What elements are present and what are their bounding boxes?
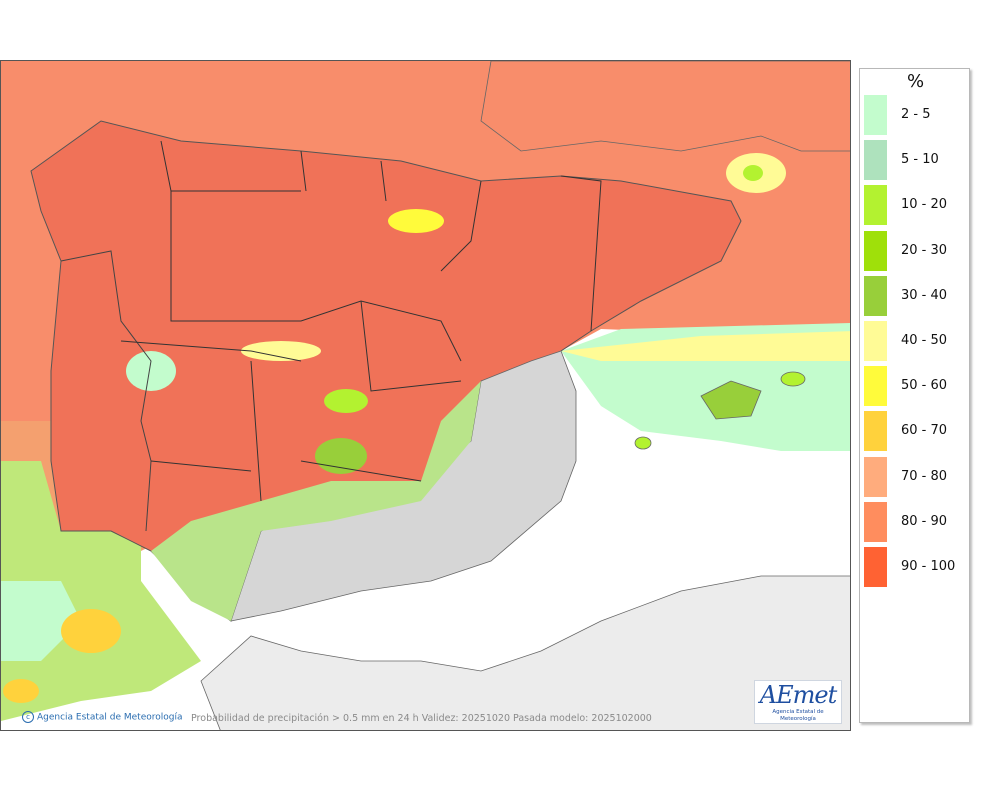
france [480, 61, 850, 152]
mediterranean-yellow-band [561, 331, 850, 361]
legend-item: 70 - 80 [864, 456, 968, 497]
legend-item: 80 - 90 [864, 501, 968, 542]
legend-item: 2 - 5 [864, 95, 968, 135]
legend-item: 50 - 60 [864, 366, 968, 407]
probability-legend: % 2 - 5 5 - 10 10 - 20 20 - 30 30 - 40 40 - 5… [859, 68, 970, 723]
legend-swatch [864, 95, 887, 135]
legend-label: 30 - 40 [901, 287, 948, 303]
legend-item: 10 - 20 [864, 185, 968, 226]
legend-swatch [864, 230, 887, 271]
legend-item: 40 - 50 [864, 321, 968, 361]
central-cell [324, 389, 368, 413]
map-caption: Probabilidad de precipitación > 0.5 mm e… [191, 713, 652, 724]
legend-label: 60 - 70 [901, 423, 948, 439]
legend-item: 90 - 100 [864, 547, 968, 587]
aemet-logo: AEmet Agencia Estatal de Meteorología [754, 680, 842, 724]
legend-swatch [864, 321, 887, 361]
menorca [780, 371, 806, 387]
south-green-band [151, 381, 481, 621]
north-africa [200, 575, 850, 730]
legend-swatch [864, 501, 887, 542]
legend-label: 40 - 50 [901, 333, 948, 348]
west-light-cell [126, 351, 176, 391]
mallorca [700, 380, 762, 420]
legend-item: 30 - 40 [864, 275, 968, 316]
legend-swatch [864, 411, 887, 452]
center-yellow-streak [241, 341, 321, 361]
southwest-sea-cell-small [3, 679, 39, 703]
legend-label: 10 - 20 [901, 197, 948, 213]
ibiza [634, 436, 652, 450]
legend-swatch [864, 275, 887, 316]
legend-label: 50 - 60 [901, 378, 948, 394]
legend-label: 90 - 100 [901, 559, 956, 574]
map-canvas [1, 61, 850, 730]
legend-swatch [864, 456, 887, 497]
region-borders [120, 140, 602, 502]
legend-item: 20 - 30 [864, 230, 968, 271]
southwest-sea-cell [61, 609, 121, 653]
legend-label: 70 - 80 [901, 468, 948, 484]
legend-label: 20 - 30 [901, 242, 948, 258]
legend-item: 60 - 70 [864, 411, 968, 452]
legend-item: 5 - 10 [864, 140, 968, 181]
legend-label: 2 - 5 [901, 107, 931, 122]
legend-swatch [864, 140, 887, 181]
central-south-cell [315, 438, 367, 474]
legend-swatch [864, 185, 887, 226]
aemet-logo-mark: AEmet [759, 681, 837, 709]
legend-unit: % [906, 71, 925, 92]
precipitation-probability-map [0, 60, 851, 731]
southwest-green-zone [1, 461, 201, 721]
agency-credit-text: Agencia Estatal de Meteorología [37, 712, 183, 723]
northeast-sea-cell-core [743, 165, 763, 181]
legend-swatch [864, 547, 887, 587]
legend-label: 80 - 90 [901, 513, 948, 529]
agency-credit: c Agencia Estatal de Meteorología [22, 711, 183, 723]
legend-label: 5 - 10 [901, 152, 939, 168]
aemet-logo-subtext: Agencia Estatal de Meteorología [772, 709, 824, 722]
north-yellow-cell [388, 209, 444, 233]
copyright-icon: c [22, 711, 34, 723]
southwest-light-zone [1, 581, 81, 661]
legend-swatch [864, 366, 887, 407]
